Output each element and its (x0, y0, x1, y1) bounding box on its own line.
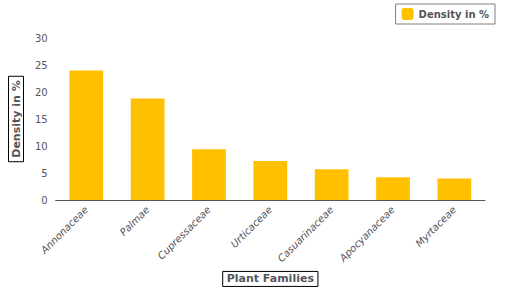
svg-text:Annonaceae: Annonaceae (38, 204, 90, 256)
svg-text:Cupressaceae: Cupressaceae (155, 204, 212, 261)
svg-text:Density in %: Density in % (10, 80, 23, 157)
svg-text:0: 0 (41, 195, 47, 206)
svg-text:Urticaceae: Urticaceae (229, 204, 275, 250)
svg-text:Palmae: Palmae (118, 204, 152, 238)
svg-text:25: 25 (35, 60, 48, 71)
svg-text:Casuarinaceae: Casuarinaceae (275, 204, 335, 264)
svg-text:Density in %: Density in % (419, 9, 489, 20)
svg-text:15: 15 (35, 114, 48, 125)
svg-text:Myrtaceae: Myrtaceae (413, 204, 458, 249)
svg-text:Apocyanaceae: Apocyanaceae (337, 204, 397, 264)
svg-text:30: 30 (35, 33, 48, 44)
svg-text:5: 5 (41, 168, 47, 179)
svg-text:20: 20 (35, 87, 48, 98)
svg-text:10: 10 (35, 141, 48, 152)
svg-text:Plant Families: Plant Families (227, 272, 315, 285)
